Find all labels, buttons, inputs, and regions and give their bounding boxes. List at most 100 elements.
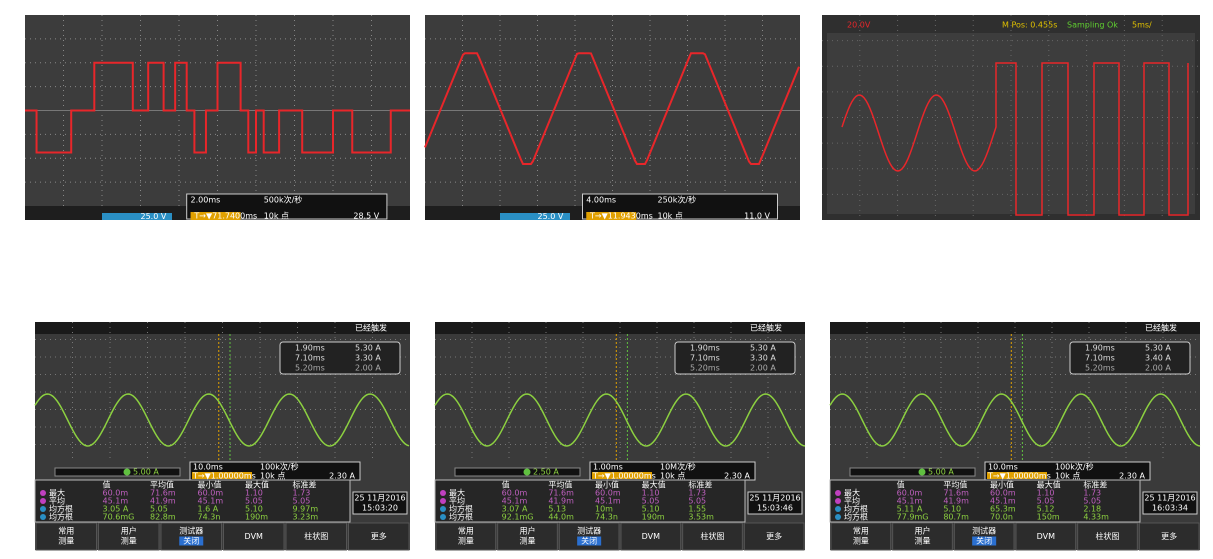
label: 82.8m (150, 513, 176, 522)
channel-icon (40, 498, 46, 504)
button-label: 测试器 (972, 526, 996, 536)
button-label: DVM (1037, 532, 1055, 541)
button-label: 关闭 (581, 536, 597, 546)
menu-button[interactable] (435, 522, 497, 551)
label: 均方根 (844, 512, 868, 522)
label: M Pos: 0.455s (1002, 21, 1057, 30)
menu-button[interactable] (1015, 522, 1077, 551)
channel-icon (440, 490, 446, 496)
label: 10M次/秒 (660, 462, 696, 472)
menu-button[interactable] (35, 522, 97, 551)
menu-button[interactable] (830, 522, 892, 551)
label: 5.10 (642, 505, 660, 514)
button-label: 测试器 (577, 526, 601, 536)
scope-screen: 25.0 V 2.00ms 500k次/秒 T→▼71.7400ms 10k 点 28.5… (25, 15, 410, 221)
label: 2.18 (1083, 505, 1101, 514)
menu-button[interactable] (1138, 522, 1200, 551)
menu-button[interactable] (98, 522, 160, 551)
label: 最小值 (198, 480, 222, 490)
label: 15:03:46 (757, 504, 793, 513)
menu-button[interactable] (620, 522, 682, 551)
channel-icon (523, 468, 531, 476)
button-label: 常用 (58, 527, 74, 536)
channel-icon (835, 490, 841, 496)
label: 5.05 (150, 505, 168, 514)
label: 25 11月2016 (1144, 494, 1195, 503)
label: 标准差 (688, 480, 712, 490)
label: 190m (245, 513, 268, 522)
label: 7.10ms (690, 354, 720, 363)
button-highlight (577, 536, 602, 546)
measure-table (34, 479, 351, 523)
waveform (434, 393, 806, 447)
label: 11.0 V (744, 212, 770, 221)
label: 4.33m (1083, 513, 1109, 522)
label: 值 (103, 480, 111, 490)
label: T→▼1.00000ms (192, 472, 256, 481)
menu-button[interactable] (743, 522, 805, 551)
label: 25.0 V (141, 212, 167, 221)
button-highlight (179, 536, 204, 546)
waveform (841, 62, 1189, 216)
menu-button[interactable] (682, 522, 743, 551)
button-label: 柱状图 (304, 531, 328, 541)
label: 平均值 (943, 480, 967, 490)
label: 均方根 (844, 504, 868, 514)
button-label: 关闭 (183, 536, 199, 546)
label: 100k次/秒 (1055, 462, 1094, 472)
label: 5.20ms (1085, 364, 1115, 373)
label: 25.0 V (538, 212, 564, 221)
menu-button[interactable] (348, 522, 410, 551)
button-label: DVM (245, 532, 263, 541)
label: 71.6m (943, 489, 969, 498)
button-highlight (972, 536, 997, 546)
label: 1.73 (1083, 489, 1101, 498)
channel-icon (918, 468, 926, 476)
button-label: 用户 (520, 526, 536, 536)
label: 3.23m (293, 513, 319, 522)
label: 2.30 A (329, 472, 355, 481)
label: 15:03:20 (362, 504, 398, 513)
trigger-box (586, 212, 637, 220)
measure-table (829, 479, 1141, 523)
waveform (829, 393, 1201, 447)
label: 41.9m (943, 497, 969, 506)
label: 20.0V (847, 21, 871, 30)
menu-button[interactable] (892, 522, 953, 551)
label: 均方根 (449, 512, 473, 522)
trigger-box (592, 472, 652, 479)
label: 65.3m (990, 505, 1016, 514)
label: 16:03:34 (1152, 504, 1188, 513)
label: 1.00ms (593, 463, 623, 472)
trigger-box (987, 472, 1047, 479)
label: 2.30 A (724, 472, 750, 481)
label: 77.9mG (897, 513, 929, 522)
label: 5.00 A (928, 468, 954, 477)
menu-button[interactable] (1077, 522, 1138, 551)
cursor-box (279, 341, 401, 375)
menu-button[interactable] (497, 522, 558, 551)
menu-button[interactable] (285, 522, 347, 551)
label: 5.30 A (1145, 344, 1171, 353)
scope-screen: 25.0 V 4.00ms 250k次/秒 T→▼11.9430ms 10k 点 11.0… (424, 15, 800, 221)
label: 74.3n (595, 513, 618, 522)
label: 92.1mG (502, 513, 534, 522)
label: 5.05 (1083, 497, 1101, 506)
label: 平均值 (150, 480, 174, 490)
button-label: 常用 (458, 527, 474, 536)
label: 5.30 A (355, 344, 381, 353)
label: 71.6m (548, 489, 574, 498)
label: 5.30 A (750, 344, 776, 353)
label: 1.10 (642, 489, 660, 498)
label: 45.1m (502, 497, 528, 506)
button-label: 常用 (853, 527, 869, 536)
label: 60.0m (990, 489, 1016, 498)
label: 9.97m (293, 505, 319, 514)
label: 1.55 (688, 505, 706, 514)
channel-box (500, 213, 570, 220)
channel-box (54, 467, 181, 477)
menu-button[interactable] (223, 522, 285, 551)
label: 70.0n (990, 513, 1013, 522)
waveform (25, 61, 410, 154)
